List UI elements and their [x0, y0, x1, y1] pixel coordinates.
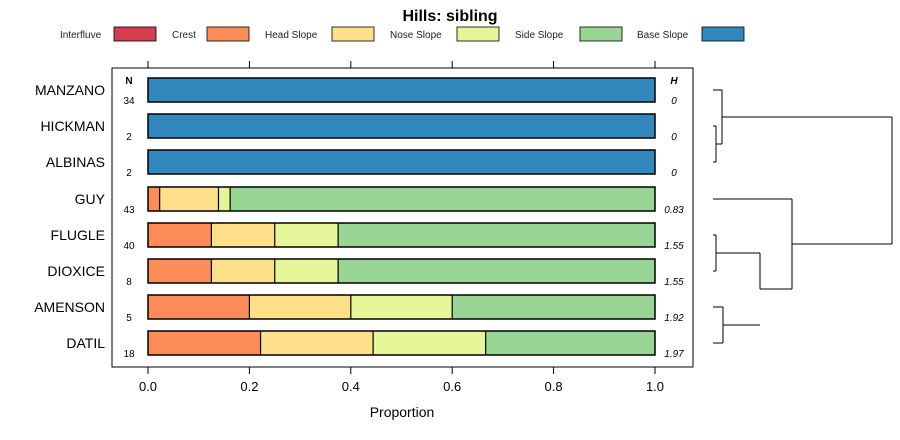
- x-tick-label-2: 0.4: [342, 379, 360, 394]
- row-h-7: 1.97: [664, 349, 684, 360]
- dendrogram: [713, 89, 893, 344]
- x-tick-label-3: 0.6: [443, 379, 461, 394]
- x-tick-label-5: 1.0: [646, 379, 664, 394]
- legend-swatch-0: [113, 26, 157, 42]
- x-tick-label-0: 0.0: [139, 379, 157, 394]
- row-n-3: 43: [123, 205, 135, 216]
- row-h-5: 1.55: [664, 277, 684, 288]
- bar-segment-4-3: [274, 223, 339, 247]
- x-axis-label: Proportion: [370, 404, 435, 420]
- h-column-header: H: [670, 76, 678, 87]
- row-h-0: 0: [671, 96, 677, 107]
- row-label-1: HICKMAN: [40, 118, 105, 134]
- legend-swatch-5: [701, 26, 745, 42]
- legend-label-5: Base Slope: [637, 30, 689, 41]
- bar-segment-1-5: [148, 114, 655, 138]
- legend-label-0: Interfluve: [60, 30, 102, 41]
- bar-segment-5-2: [211, 259, 275, 283]
- legend-label-4: Side Slope: [515, 30, 564, 41]
- bar-segment-3-2: [159, 187, 219, 211]
- x-tick-label-1: 0.2: [240, 379, 258, 394]
- bar-outline-4: [147, 222, 656, 248]
- x-axis: 0.0 0.2 0.4 0.6 0.8 1.0: [139, 367, 664, 394]
- bar-segment-6-4: [452, 295, 655, 319]
- row-label-2: ALBINAS: [46, 154, 105, 170]
- chart-title: Hills: sibling: [402, 8, 497, 25]
- bar-segment-7-2: [260, 331, 374, 355]
- bar-segment-5-1: [148, 259, 212, 283]
- bar-outline-6: [147, 294, 656, 320]
- bar-segment-3-4: [230, 187, 655, 211]
- bar-segment-0-5: [148, 78, 655, 102]
- row-label-7: DATIL: [66, 335, 105, 351]
- x-tick-label-4: 0.8: [545, 379, 563, 394]
- row-n-5: 8: [126, 277, 132, 288]
- row-n-2: 2: [126, 168, 132, 179]
- bar-segment-4-1: [148, 223, 212, 247]
- bar-segment-2-5: [148, 150, 655, 174]
- bar-segment-3-1: [148, 187, 160, 211]
- bar-segment-6-3: [350, 295, 453, 319]
- row-h-6: 1.92: [664, 313, 684, 324]
- n-column-header: N: [125, 76, 132, 87]
- bar-outline-1: [147, 113, 656, 139]
- bar-segment-5-4: [338, 259, 655, 283]
- bar-segment-4-4: [338, 223, 655, 247]
- row-h-1: 0: [671, 132, 677, 143]
- legend-swatch-2: [331, 26, 375, 42]
- row-n-1: 2: [126, 132, 132, 143]
- row-label-4: FLUGLE: [51, 227, 105, 243]
- row-label-0: MANZANO: [35, 82, 105, 98]
- top-axis-ticks: [147, 61, 656, 68]
- bar-segment-7-3: [373, 331, 486, 355]
- row-n-6: 5: [126, 313, 132, 324]
- bar-segment-4-2: [211, 223, 275, 247]
- bar-segment-7-4: [485, 331, 655, 355]
- bar-segment-6-2: [249, 295, 351, 319]
- legend-swatch-1: [206, 26, 250, 42]
- legend-swatch-4: [579, 26, 623, 42]
- bar-rows: MANZANO 34 0 HICKMAN 2 0 ALBINAS 2 0 GUY 43 0.83 FLU…: [34, 77, 684, 360]
- legend-label-2: Head Slope: [265, 30, 318, 41]
- bar-segment-7-1: [148, 331, 261, 355]
- bar-outline-3: [147, 186, 656, 212]
- bar-segment-6-1: [148, 295, 250, 319]
- row-n-7: 18: [123, 349, 135, 360]
- row-n-0: 34: [123, 96, 135, 107]
- row-label-5: DIOXICE: [47, 263, 105, 279]
- bar-outline-2: [147, 149, 656, 175]
- row-label-6: AMENSON: [34, 299, 105, 315]
- legend-swatch-3: [456, 26, 500, 42]
- row-h-4: 1.55: [664, 241, 684, 252]
- row-h-2: 0: [671, 168, 677, 179]
- legend: Interfluve Crest Head Slope Nose Slope Side …: [60, 26, 745, 42]
- bar-segment-3-3: [218, 187, 231, 211]
- legend-label-1: Crest: [172, 30, 196, 41]
- row-label-3: GUY: [75, 191, 106, 207]
- bar-outline-5: [147, 258, 656, 284]
- bar-segment-5-3: [274, 259, 339, 283]
- bar-outline-0: [147, 77, 656, 103]
- row-h-3: 0.83: [664, 205, 684, 216]
- bar-outline-7: [147, 330, 656, 356]
- row-n-4: 40: [123, 241, 135, 252]
- legend-label-3: Nose Slope: [390, 30, 442, 41]
- plot-panel: [111, 67, 694, 368]
